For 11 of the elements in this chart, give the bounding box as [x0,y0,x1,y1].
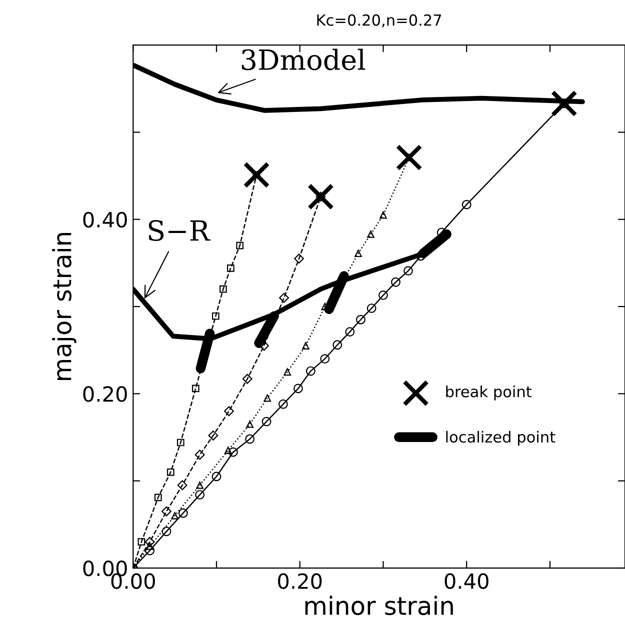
x-axis-title: minor strain [305,596,453,616]
annotation: S−R [148,220,210,242]
chart-title: Kc=0.20,n=0.27 [317,14,442,28]
y-tick-label: 0.40 [83,212,127,228]
annotation: 3Dmodel [242,48,366,70]
y-axis-title: major strain [52,232,76,380]
x-tick-label: 0.40 [444,573,488,589]
x-tick-label: 0.20 [278,573,322,589]
legend-label: break point [446,386,532,400]
y-tick-label: 0.20 [83,386,127,402]
legend-label: localized point [446,430,556,446]
